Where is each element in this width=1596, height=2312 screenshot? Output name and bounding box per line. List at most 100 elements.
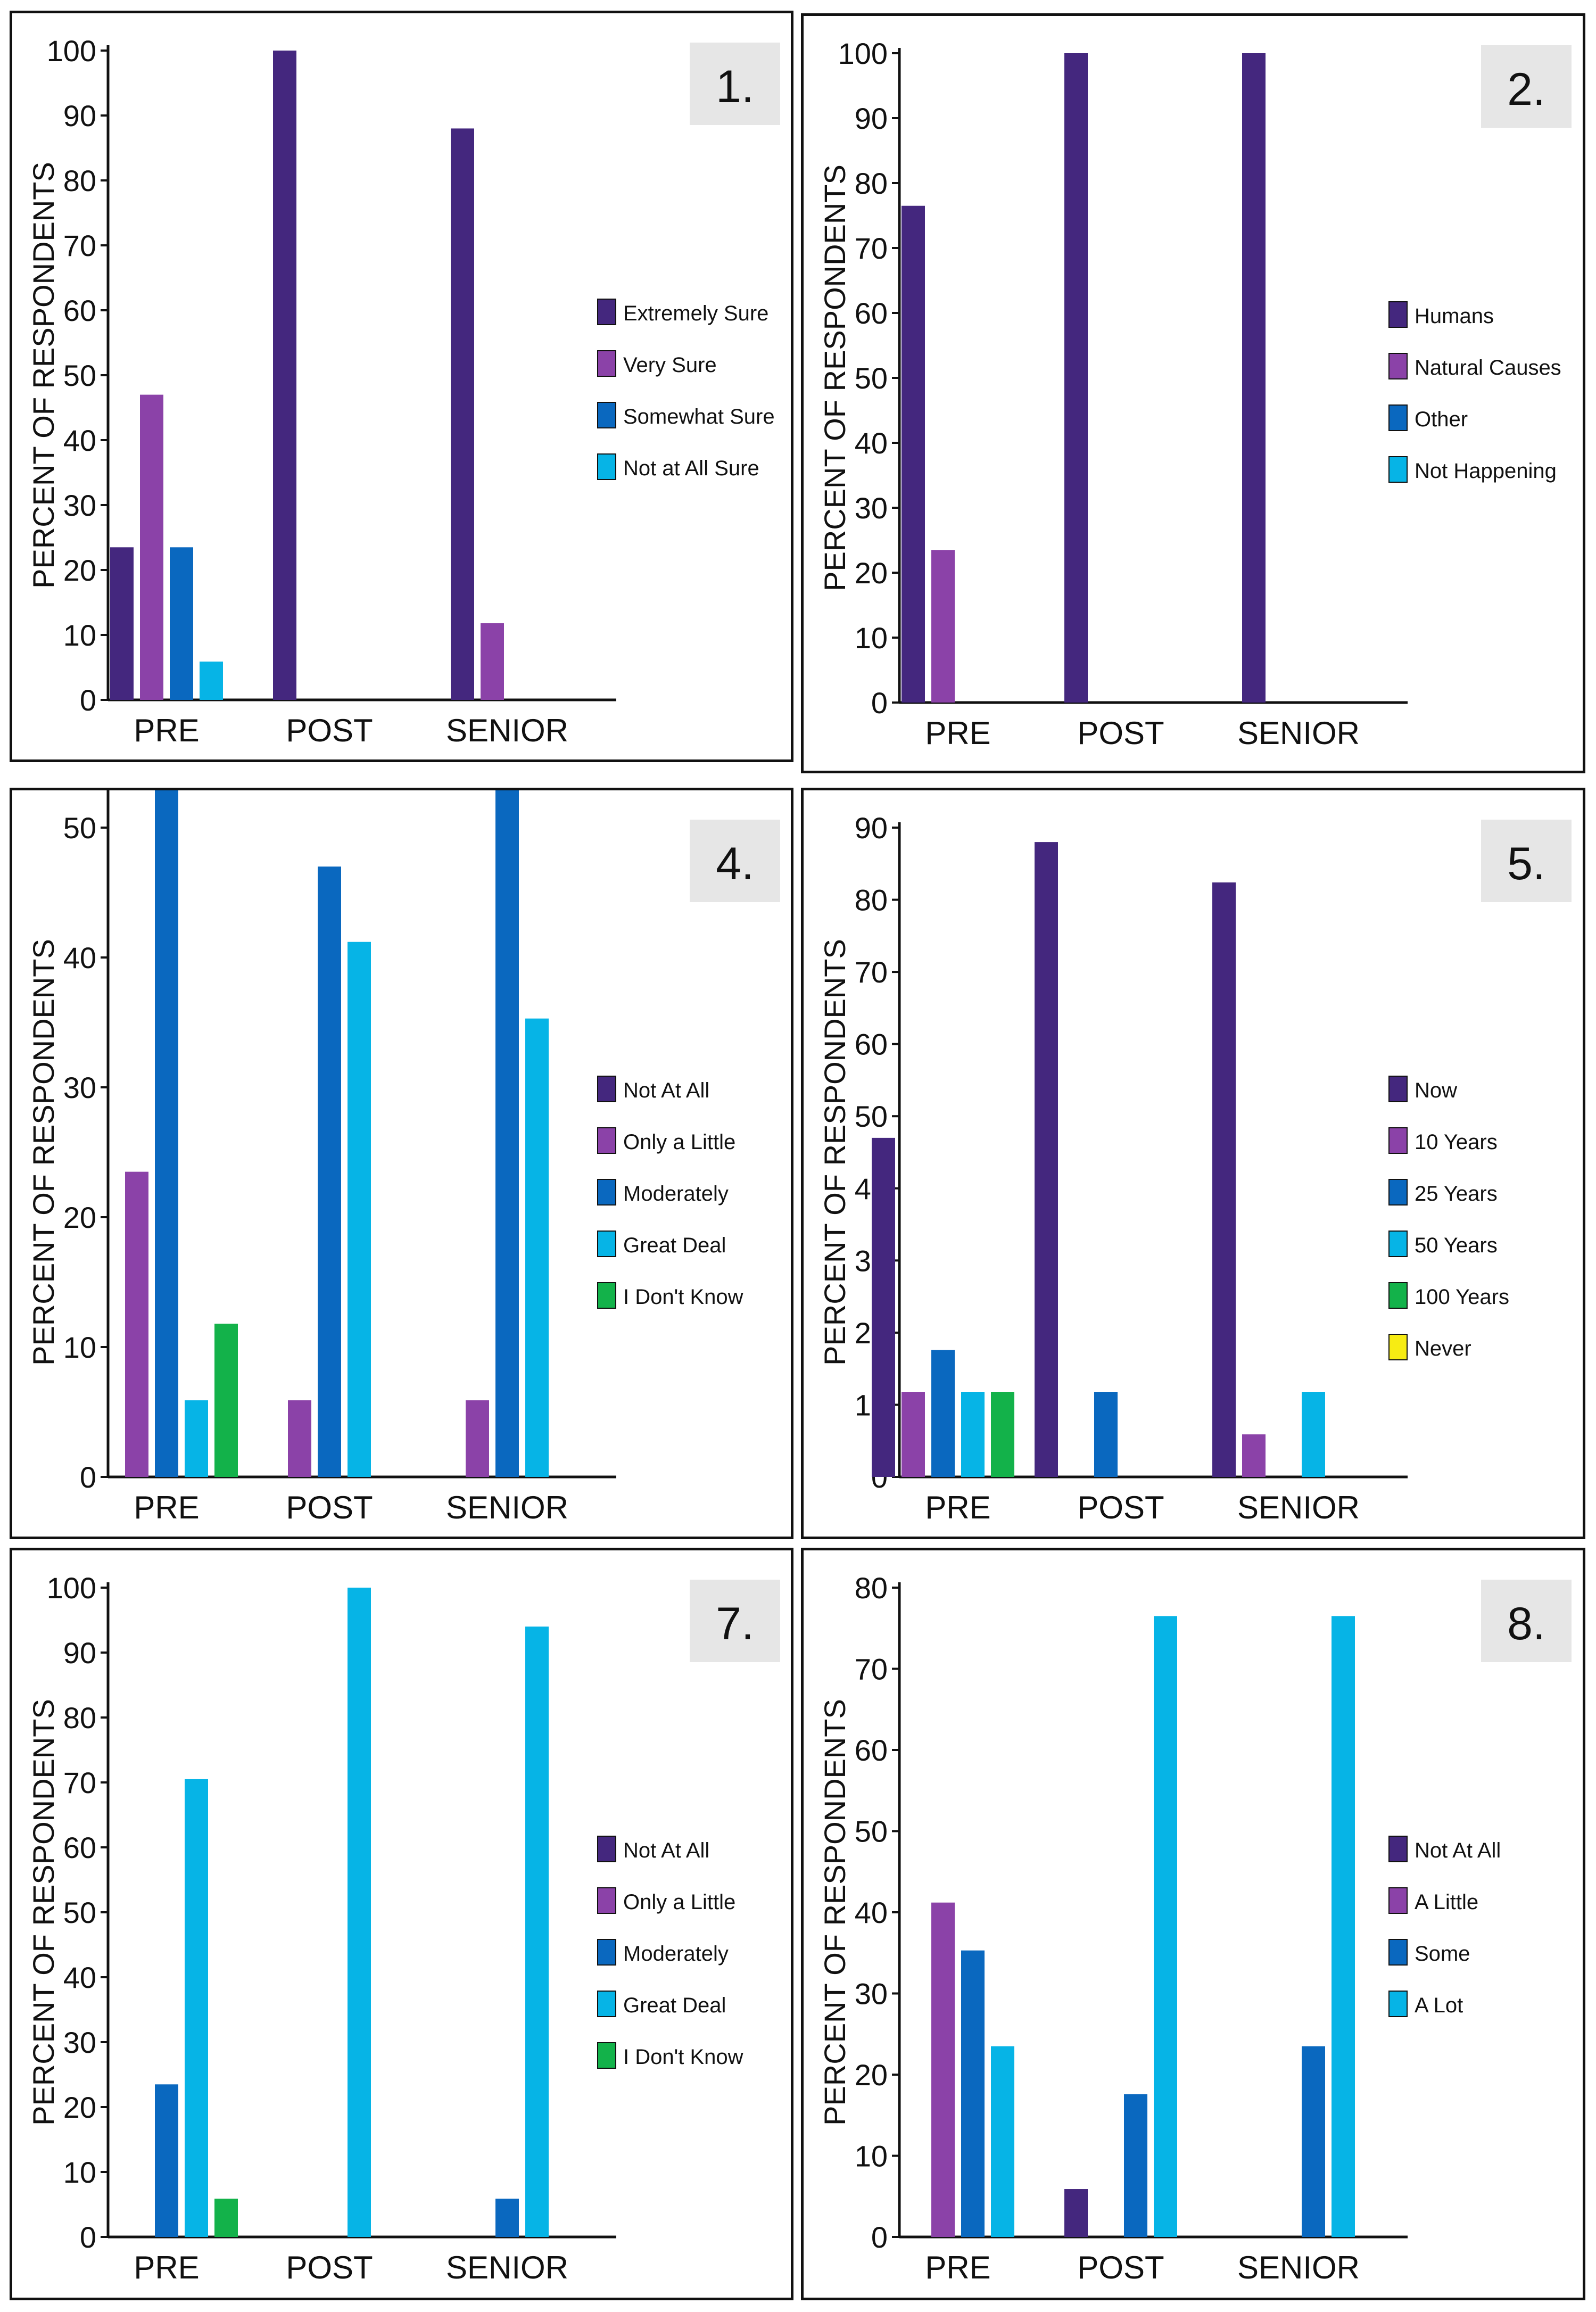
y-tick-label: 80 [855,167,888,200]
legend-swatch [597,1991,616,2017]
panel-number: 1. [716,61,754,112]
bar-senior-great-deal [525,1018,549,1477]
y-tick-label: 0 [80,683,96,717]
bar-post-25-years [1094,1392,1118,1477]
legend-label: 25 Years [1415,1182,1498,1205]
bar-pre-25-years [931,1350,955,1477]
panel-number: 2. [1507,64,1545,115]
panel-number-box [1481,820,1572,902]
legend-label: A Lot [1415,1994,1463,2017]
bar-pre-a-lot [991,2046,1014,2237]
x-tick-label: POST [286,1490,373,1525]
legend-swatch [1388,301,1408,328]
bar-pre-great-deal [185,1400,208,1477]
legend-label: 100 Years [1415,1285,1509,1309]
y-tick-label: 0 [80,2220,96,2254]
chart-svg: 1. PERCENT OF RESPONDENTS 0 10 20 30 40 50 60 70 8… [27,34,780,748]
y-tick-label: 40 [63,941,96,975]
legend-swatch [597,2042,616,2069]
legend-swatch [597,402,616,428]
y-tick-label: 40 [855,426,888,460]
legend-swatch [1388,456,1408,483]
legend-swatch [1388,1334,1408,1360]
panel-number-box [690,43,780,125]
bar-post-some [1124,2094,1147,2237]
y-tick-label: 70 [63,1766,96,1799]
panel-number: 7. [716,1598,754,1649]
x-tick-label: POST [286,713,373,748]
chart-panel-6: 8. PERCENT OF RESPONDENTS 0 10 20 30 40 50 60 70 8… [801,1548,1585,2300]
legend-swatch [597,453,616,480]
chart-svg: 5.PERCENT OF RESPONDENTS0102030405060708… [818,811,1572,1525]
legend-swatch [1388,404,1408,431]
chart-svg: 7. PERCENT OF RESPONDENTS 0 10 20 30 40 50 60 70 8… [27,1571,780,2285]
y-tick-label: 20 [855,556,888,590]
x-tick-label: PRE [134,713,199,748]
bar-senior-moderately [495,790,519,1477]
x-tick-label: SENIOR [1237,1490,1360,1525]
y-tick-label: 60 [855,1028,888,1061]
x-tick-label: PRE [925,2250,990,2285]
bar-pre-100-years [991,1392,1014,1477]
bar-post-not-at-all [1064,2189,1088,2237]
legend-label: Only a Little [623,1890,735,1914]
y-tick-label: 100 [838,37,888,70]
legend-swatch [1388,353,1408,379]
legend-label: Not Happening [1415,459,1557,483]
y-tick-label: 60 [63,294,96,327]
y-tick-label: 70 [855,232,888,265]
legend-label: Humans [1415,304,1494,328]
y-tick-label: 50 [855,1815,888,1848]
bar-senior-only-a-little [466,1400,489,1477]
y-tick-label: 10 [855,621,888,655]
legend-swatch [1388,1991,1408,2017]
y-tick-label: 30 [63,489,96,522]
y-axis-label: PERCENT OF RESPONDENTS [27,939,60,1366]
bar-senior-very-sure [481,623,504,700]
bar-pre-humans [902,205,925,703]
legend-label: Moderately [623,1182,729,1205]
y-tick-label: 30 [63,1071,96,1104]
legend-swatch [597,1939,616,1966]
y-axis-label: PERCENT OF RESPONDENTS [27,162,60,589]
y-tick-label: 70 [63,229,96,262]
x-tick-label: POST [1077,2250,1164,2285]
bar-senior-great-deal [525,1626,549,2237]
x-tick-label: SENIOR [1237,715,1360,751]
y-tick-label: 80 [855,883,888,917]
legend-label: Not At All [1415,1839,1501,1862]
bar-senior-humans [1242,53,1266,703]
panel-number: 5. [1507,838,1545,889]
bar-pre-somewhat-sure [170,547,193,700]
legend-label: Now [1415,1079,1457,1102]
bar-senior-10-years [1242,1434,1266,1477]
y-tick-label: 40 [63,424,96,457]
legend-swatch [1388,1127,1408,1154]
bar-post-now [1035,842,1058,1477]
bar-post-extremely-sure [273,51,296,700]
legend-swatch [597,350,616,377]
bar-senior-a-lot [1332,1616,1355,2237]
x-tick-label: SENIOR [446,713,568,748]
bar-post-humans [1064,53,1088,703]
y-tick-label: 0 [871,2220,888,2254]
y-axis-label: PERCENT OF RESPONDENTS [818,1699,851,2126]
y-tick-label: 20 [63,554,96,587]
y-tick-label: 0 [80,1460,96,1494]
chart-panel-3: 4. PERCENT OF RESPONDENTS 0 10 20 30 40 50 PRE PO… [10,788,793,1539]
panel-number-box [1481,45,1572,128]
y-tick-label: 60 [855,296,888,330]
y-tick-label: 10 [63,2156,96,2189]
bar-pre-moderately [155,2084,178,2237]
x-tick-label: PRE [134,1490,199,1525]
bar-pre-not-at-all-sure [200,662,223,700]
bar-pre-great-deal [185,1779,208,2237]
bar-senior-extremely-sure [451,128,474,700]
y-tick-label: 50 [63,1896,96,1929]
chart-svg: 4. PERCENT OF RESPONDENTS 0 10 20 30 40 50 PRE PO… [27,790,780,1525]
panel-number: 4. [716,838,754,889]
bar-senior-some [1302,2046,1325,2237]
bar-post-a-lot [1154,1616,1177,2237]
bar-pre-only-a-little [125,1171,148,1477]
y-tick-label: 60 [855,1733,888,1767]
